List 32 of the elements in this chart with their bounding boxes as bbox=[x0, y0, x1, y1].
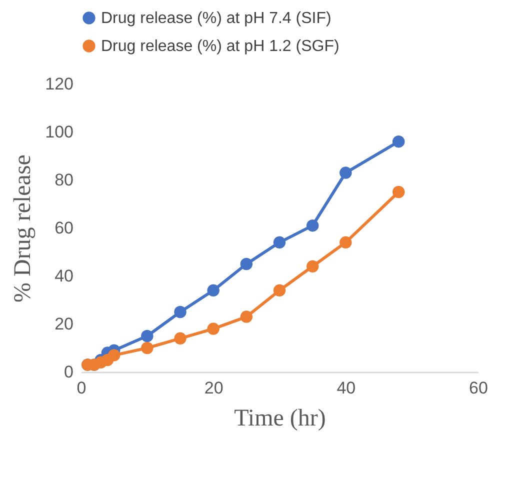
point bbox=[141, 330, 154, 342]
point bbox=[392, 135, 405, 148]
point bbox=[340, 236, 352, 249]
y-tick-label: 100 bbox=[45, 122, 74, 142]
point bbox=[306, 260, 319, 273]
point bbox=[306, 219, 319, 232]
x-tick-label: 20 bbox=[204, 378, 224, 398]
point bbox=[240, 258, 253, 270]
y-tick-label: 60 bbox=[54, 218, 74, 238]
y-tick-label: 40 bbox=[54, 266, 74, 286]
point bbox=[207, 322, 220, 335]
x-tick-label: 40 bbox=[336, 378, 356, 398]
point bbox=[108, 349, 120, 362]
y-tick-label: 120 bbox=[45, 74, 74, 94]
point bbox=[207, 284, 220, 297]
point bbox=[174, 332, 186, 345]
point bbox=[174, 306, 186, 318]
point bbox=[273, 284, 286, 297]
x-tick-label: 60 bbox=[469, 378, 488, 398]
point bbox=[340, 166, 352, 179]
y-tick-label: 0 bbox=[64, 362, 74, 382]
point bbox=[392, 186, 405, 198]
point bbox=[273, 236, 286, 249]
y-tick-label: 80 bbox=[54, 170, 74, 190]
x-axis-title: Time (hr) bbox=[234, 406, 326, 432]
y-tick-label: 20 bbox=[54, 314, 74, 334]
y-axis-title: % Drug release bbox=[10, 154, 36, 302]
legend-label: Drug release (%) at pH 1.2 (SGF) bbox=[101, 38, 340, 55]
point bbox=[141, 342, 154, 354]
legend-label: Drug release (%) at pH 7.4 (SIF) bbox=[101, 10, 332, 27]
point bbox=[240, 310, 253, 323]
x-tick-label: 0 bbox=[76, 378, 86, 398]
